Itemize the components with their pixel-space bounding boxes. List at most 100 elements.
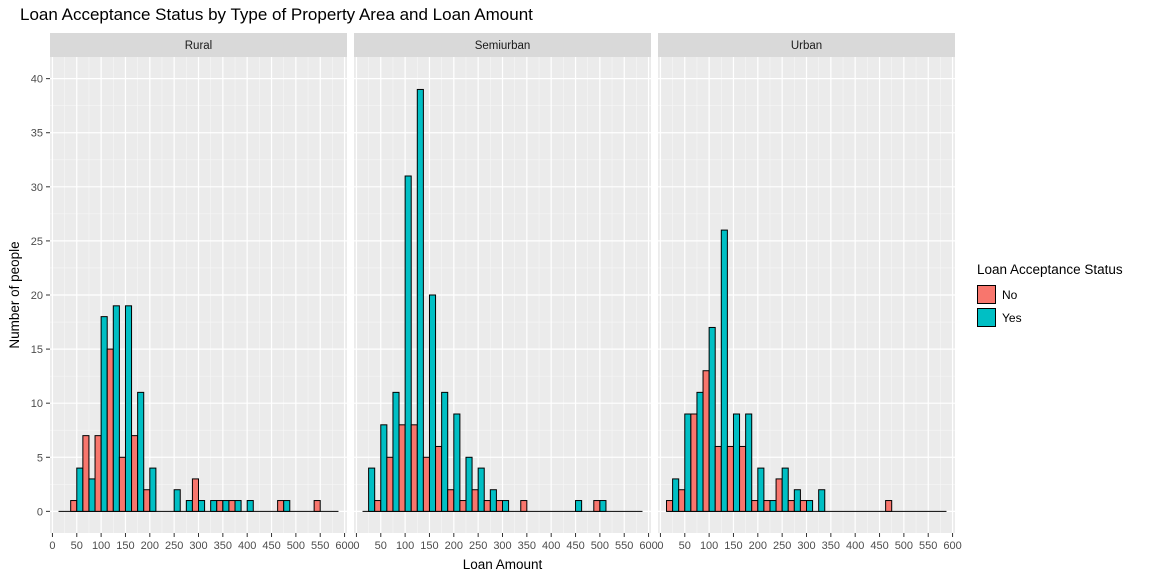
x-tick-label: 250 (165, 540, 183, 552)
bar-semiurban-no (374, 500, 382, 512)
x-tick-label: 0 (49, 540, 55, 552)
bar-semiurban-no (471, 489, 479, 512)
x-tick-label: 400 (238, 540, 256, 552)
bar-semiurban-yes (428, 294, 437, 512)
bar-semiurban-no (459, 500, 467, 512)
legend-item-yes: Yes (977, 306, 1123, 329)
bar-rural-no (143, 489, 151, 512)
legend-title: Loan Acceptance Status (977, 262, 1123, 277)
bar-urban-yes (708, 326, 716, 512)
bar-semiurban-yes (502, 500, 510, 512)
bar-semiurban-yes (441, 391, 449, 512)
x-tick-label: 100 (396, 540, 414, 552)
x-tick-label: 450 (870, 540, 888, 552)
bar-semiurban-no (422, 456, 430, 512)
bar-semiurban-yes (416, 88, 424, 512)
x-tick-label: 250 (773, 540, 791, 552)
x-tick-label: 450 (262, 540, 280, 552)
bar-urban-yes (696, 391, 704, 512)
bar-semiurban-no (483, 500, 491, 512)
y-tick-label: 10 (31, 398, 43, 410)
x-tick-label: 400 (542, 540, 560, 552)
x-tick-label: 150 (724, 540, 742, 552)
bar-urban-no (885, 500, 893, 512)
x-tick-label: 300 (797, 540, 815, 552)
x-tick-label: 300 (189, 540, 207, 552)
bar-rural-yes (173, 489, 181, 512)
x-tick-label: 200 (141, 540, 159, 552)
legend-label-no: No (1002, 287, 1018, 302)
bar-rural-no (106, 348, 114, 512)
y-tick-label: 20 (31, 290, 43, 302)
bar-rural-no (82, 435, 90, 512)
x-tick-label: 550 (615, 540, 633, 552)
x-tick-label: 600 (639, 540, 657, 552)
bar-rural-yes (198, 500, 206, 512)
bar-urban-yes (793, 489, 801, 512)
bar-urban-no (690, 413, 698, 512)
x-tick-label: 100 (92, 540, 110, 552)
bar-semiurban-yes (575, 500, 583, 512)
x-tick-label: 300 (493, 540, 511, 552)
bar-urban-yes (732, 413, 741, 512)
x-tick-label: 500 (287, 540, 305, 552)
x-tick-label: 0 (657, 540, 663, 552)
bar-semiurban-yes (465, 456, 473, 512)
bar-semiurban-no (410, 424, 418, 512)
y-tick-label: 0 (37, 506, 43, 518)
bar-rural-no (118, 456, 126, 512)
bar-rural-yes (185, 500, 193, 512)
facet-strip-semiurban (354, 33, 651, 57)
x-tick-label: 100 (700, 540, 718, 552)
bar-rural-yes (124, 305, 133, 512)
bar-urban-no (739, 445, 747, 512)
y-tick-label: 40 (31, 74, 43, 86)
bar-urban-yes (684, 413, 692, 512)
bar-rural-no (191, 478, 200, 512)
y-tick-label: 15 (31, 344, 43, 356)
bar-urban-no (787, 500, 795, 512)
legend-label-yes: Yes (1002, 310, 1022, 325)
x-tick-label: 50 (679, 540, 691, 552)
facet-label-rural: Rural (185, 40, 212, 52)
bar-rural-no (228, 500, 236, 512)
x-tick-label: 150 (116, 540, 134, 552)
chart-title: Loan Acceptance Status by Type of Proper… (20, 5, 533, 24)
bar-semiurban-yes (599, 500, 607, 512)
bar-urban-no (714, 445, 722, 512)
facet-label-urban: Urban (791, 40, 822, 52)
bar-urban-no (799, 500, 808, 512)
bar-rural-no (313, 500, 321, 512)
x-tick-label: 600 (335, 540, 353, 552)
x-tick-label: 550 (311, 540, 329, 552)
bar-urban-yes (672, 478, 680, 512)
y-tick-label: 30 (31, 182, 43, 194)
bar-semiurban-no (520, 500, 528, 512)
bar-rural-yes (149, 467, 157, 512)
bar-rural-yes (88, 478, 96, 512)
bar-semiurban-yes (404, 175, 412, 512)
y-tick-label: 5 (37, 452, 43, 464)
x-tick-label: 350 (518, 540, 536, 552)
bar-rural-yes (100, 316, 108, 512)
facet-label-semiurban: Semiurban (475, 40, 531, 52)
bar-rural-yes (112, 305, 120, 512)
bar-semiurban-yes (477, 467, 485, 512)
bar-rural-yes (222, 500, 230, 512)
x-tick-label: 450 (566, 540, 584, 552)
x-tick-label: 500 (591, 540, 609, 552)
x-tick-label: 550 (919, 540, 937, 552)
bar-rural-yes (210, 500, 218, 512)
x-tick-label: 200 (749, 540, 767, 552)
bar-semiurban-yes (368, 467, 376, 512)
bar-semiurban-no (495, 500, 504, 512)
bar-rural-no (94, 435, 102, 512)
bar-rural-yes (246, 500, 254, 512)
x-tick-label: 50 (375, 540, 387, 552)
x-tick-label: 600 (943, 540, 961, 552)
facet-strip-urban (658, 33, 955, 57)
bar-semiurban-yes (453, 413, 461, 512)
x-tick-label: 250 (469, 540, 487, 552)
facet-strip-rural (50, 33, 347, 57)
